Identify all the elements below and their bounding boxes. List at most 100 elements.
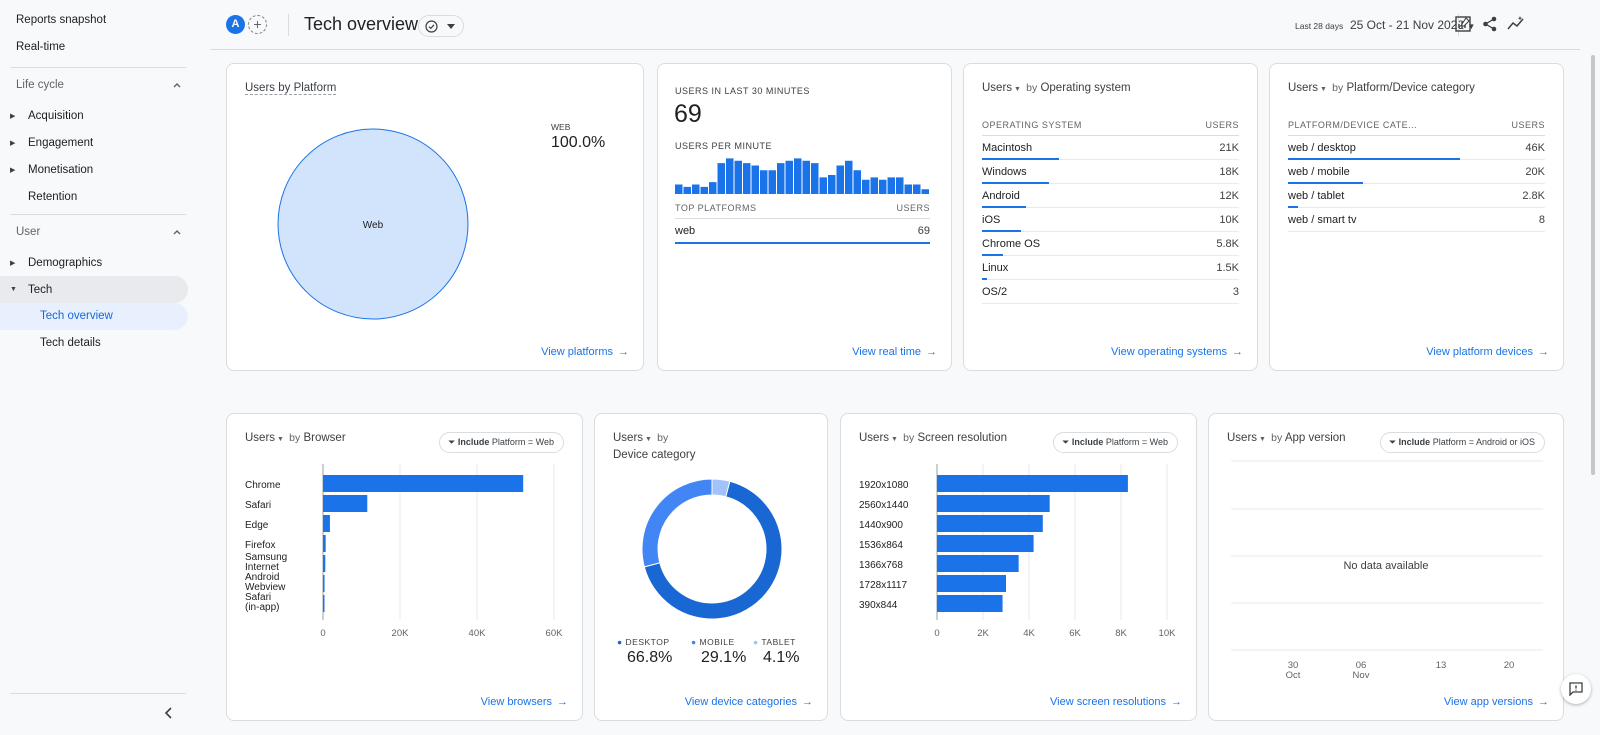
table-row[interactable]: web 69 (675, 219, 930, 244)
view-browsers-link[interactable]: View browsers → (481, 696, 568, 708)
bar[interactable] (937, 595, 1003, 612)
card-title[interactable]: Users ▼ by Device category (613, 432, 695, 466)
filter-chip[interactable]: ⏷ Include Platform = Web (1053, 432, 1178, 453)
minute-bar[interactable] (802, 160, 811, 194)
view-platforms-link[interactable]: View platforms → (541, 346, 629, 358)
pie-slice-web[interactable] (277, 128, 469, 320)
bar[interactable] (937, 495, 1050, 512)
view-device-categories-link[interactable]: View device categories → (685, 696, 813, 708)
minute-bar[interactable] (811, 163, 819, 194)
nav-engagement[interactable]: ▶ Engagement (0, 129, 188, 156)
chevron-left-icon[interactable] (162, 706, 176, 720)
donut-slice-mobile[interactable] (641, 478, 713, 568)
nav-demographics[interactable]: ▶ Demographics (0, 249, 188, 276)
minute-bar[interactable] (734, 160, 743, 194)
share-icon[interactable] (1481, 15, 1499, 33)
bar[interactable] (937, 535, 1034, 552)
table-row[interactable]: Macintosh 21K (982, 136, 1239, 160)
card-title[interactable]: Users ▼ by Browser (245, 432, 346, 444)
scrollbar[interactable] (1591, 55, 1595, 475)
minute-bar[interactable] (777, 163, 785, 194)
donut-slice-desktop[interactable] (643, 480, 783, 620)
report-status-dropdown[interactable] (418, 15, 464, 37)
table-row[interactable]: Android 12K (982, 184, 1239, 208)
customize-report-icon[interactable] (1454, 15, 1472, 33)
minute-bar[interactable] (870, 177, 879, 194)
minute-bar[interactable] (717, 163, 726, 194)
minute-bar[interactable] (726, 158, 734, 194)
comparison-avatar[interactable]: A (226, 15, 245, 34)
bar[interactable] (323, 575, 325, 592)
nav-reports-snapshot[interactable]: Reports snapshot (16, 14, 107, 26)
view-app-versions-link[interactable]: View app versions → (1444, 696, 1549, 708)
nav-acquisition[interactable]: ▶ Acquisition (0, 102, 188, 129)
view-os-link[interactable]: View operating systems → (1111, 346, 1243, 358)
minute-bar[interactable] (675, 184, 683, 195)
bar[interactable] (323, 535, 326, 552)
table-row[interactable]: web / tablet 2.8K (1288, 184, 1545, 208)
insights-icon[interactable] (1507, 15, 1525, 33)
card-title[interactable]: Users ▼ by App version (1227, 432, 1346, 444)
bar[interactable] (323, 475, 524, 492)
minute-bar[interactable] (709, 182, 717, 194)
minute-bar[interactable] (768, 170, 777, 194)
nav-tech-overview[interactable]: Tech overview (0, 303, 188, 330)
minute-bar[interactable] (743, 163, 751, 194)
view-screen-resolutions-link[interactable]: View screen resolutions → (1050, 696, 1182, 708)
card-title[interactable]: Users ▼ by Operating system (982, 82, 1131, 94)
minute-bar[interactable] (887, 177, 896, 194)
minute-bar[interactable] (862, 179, 870, 194)
table-row[interactable]: Linux 1.5K (982, 256, 1239, 280)
table-row[interactable]: web / smart tv 8 (1288, 208, 1545, 232)
bar[interactable] (323, 595, 325, 612)
bar[interactable] (323, 515, 330, 532)
minute-bar[interactable] (879, 179, 887, 194)
minute-bar[interactable] (896, 177, 904, 194)
bar[interactable] (937, 555, 1019, 572)
table-row[interactable]: Chrome OS 5.8K (982, 232, 1239, 256)
nav-tech[interactable]: ▼ Tech (0, 276, 188, 303)
section-lifecycle[interactable]: Life cycle (0, 68, 196, 102)
minute-bar[interactable] (760, 170, 768, 194)
minute-bar[interactable] (683, 186, 692, 194)
minute-bar[interactable] (904, 184, 913, 195)
minute-bar[interactable] (853, 170, 862, 194)
minute-bar[interactable] (819, 177, 828, 194)
minute-bar[interactable] (785, 160, 794, 194)
filter-chip[interactable]: ⏷ Include Platform = Android or iOS (1379, 432, 1545, 453)
view-realtime-link[interactable]: View real time → (852, 346, 937, 358)
feedback-button[interactable] (1561, 674, 1591, 704)
minute-bar[interactable] (751, 165, 760, 195)
nav-retention[interactable]: Retention (0, 183, 188, 210)
minute-bar[interactable] (921, 189, 930, 194)
bar[interactable] (937, 475, 1128, 492)
section-user[interactable]: User (0, 215, 196, 249)
minute-bar[interactable] (836, 165, 845, 195)
minute-bar[interactable] (913, 184, 921, 195)
table-row[interactable]: OS/2 3 (982, 280, 1239, 304)
table-row[interactable]: web / desktop 46K (1288, 136, 1545, 160)
nav-monetisation[interactable]: ▶ Monetisation (0, 156, 188, 183)
table-row[interactable]: web / mobile 20K (1288, 160, 1545, 184)
date-range-picker[interactable]: 25 Oct - 21 Nov 2022 ▼ (1350, 18, 1475, 32)
add-comparison-button[interactable]: + (248, 15, 267, 34)
table-row[interactable]: iOS 10K (982, 208, 1239, 232)
minute-bar[interactable] (828, 175, 836, 194)
bar[interactable] (323, 555, 326, 572)
filter-chip[interactable]: ⏷ Include Platform = Web (439, 432, 564, 453)
minute-bar[interactable] (845, 160, 853, 194)
nav-realtime[interactable]: Real-time (16, 41, 66, 53)
minute-bar[interactable] (692, 184, 700, 195)
bar[interactable] (937, 575, 1006, 592)
bar[interactable] (323, 495, 368, 512)
card-title[interactable]: Users ▼ by Platform/Device category (1288, 82, 1475, 94)
tick-day: 13 (1436, 660, 1447, 671)
nav-tech-details[interactable]: Tech details (40, 337, 101, 349)
table-row[interactable]: Windows 18K (982, 160, 1239, 184)
minute-bar[interactable] (794, 158, 802, 194)
donut-slice-tablet[interactable] (711, 478, 731, 498)
view-platform-devices-link[interactable]: View platform devices → (1426, 346, 1549, 358)
card-title[interactable]: Users ▼ by Screen resolution (859, 432, 1007, 444)
minute-bar[interactable] (700, 186, 709, 194)
bar[interactable] (937, 515, 1043, 532)
